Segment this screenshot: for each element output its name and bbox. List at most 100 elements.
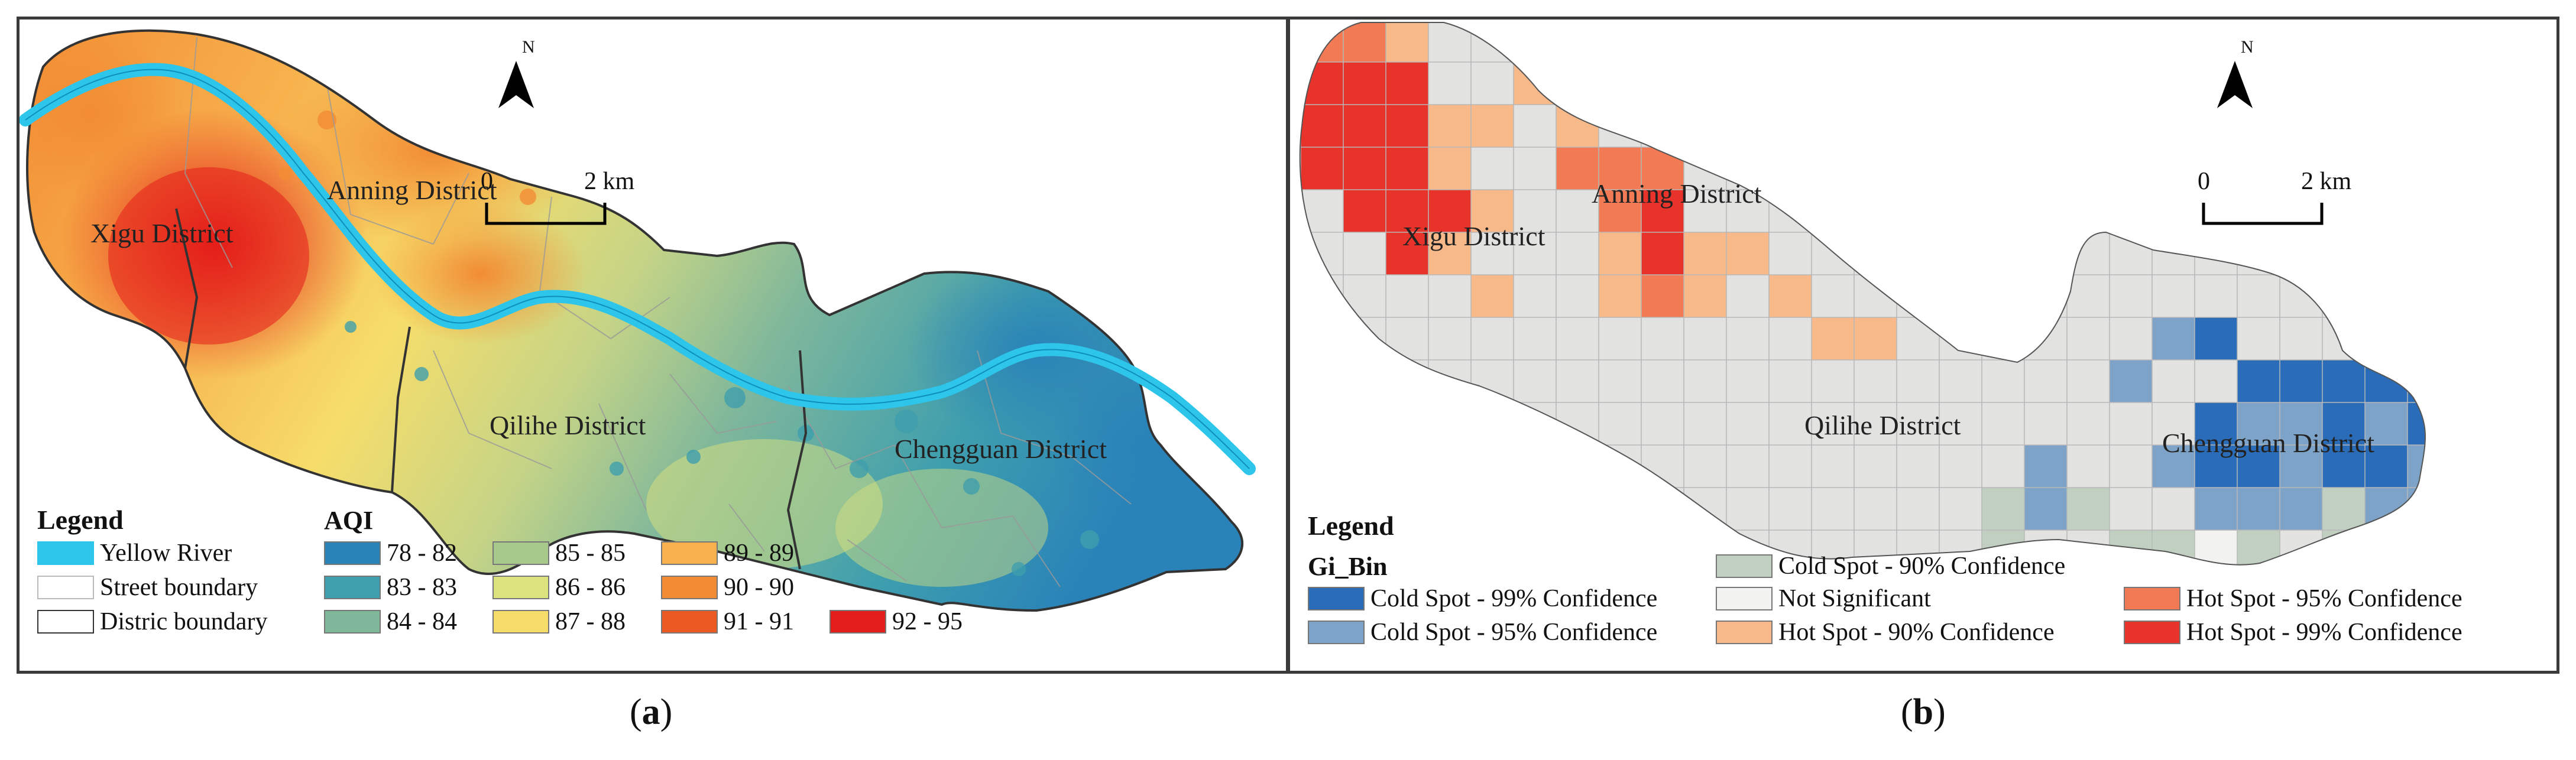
river-swatch xyxy=(37,541,94,565)
legend-swatch xyxy=(661,610,718,634)
caption-b: (b) xyxy=(1901,692,1946,732)
grid-cell xyxy=(1514,62,1556,105)
aqi-class-item: 85 - 85 xyxy=(492,538,626,568)
legend-swatch xyxy=(324,610,381,634)
grid-cell xyxy=(2450,445,2493,488)
legend-swatch xyxy=(492,541,549,565)
legend-title: Legend xyxy=(1308,511,1394,541)
legend-label: Cold Spot - 95% Confidence xyxy=(1370,619,1658,646)
caption-b-letter: b xyxy=(1913,692,1934,732)
grid-cell xyxy=(1556,147,1599,190)
grid-cell xyxy=(2407,445,2426,488)
grid-cell xyxy=(2322,445,2365,488)
grid-cell xyxy=(1343,147,1386,190)
grid-cell xyxy=(1641,190,1684,232)
legend-label: Distric boundary xyxy=(100,608,268,635)
grid-cell xyxy=(2493,530,2535,573)
aqi-map xyxy=(20,29,1256,612)
hotspot-map xyxy=(1299,22,2535,573)
legend-swatch xyxy=(2124,621,2180,644)
grid-cell xyxy=(1343,105,1386,147)
legend-title: Legend xyxy=(37,505,124,535)
legend-field-label: Gi_Bin xyxy=(1308,552,1388,581)
legend-label: Hot Spot - 99% Confidence xyxy=(2186,619,2462,646)
street-boundary-swatch xyxy=(37,576,94,599)
grid-cell xyxy=(2365,402,2407,445)
aqi-class-item: 87 - 88 xyxy=(492,607,626,636)
grid-cell xyxy=(2110,360,2152,402)
grid-cell xyxy=(2237,445,2280,488)
legend-item-district-boundary: Distric boundary xyxy=(37,607,267,636)
grid-cell xyxy=(2280,402,2322,445)
grid-cell xyxy=(1982,488,2024,530)
legend-swatch xyxy=(661,576,718,599)
grid-cell xyxy=(1599,147,1641,190)
grid-cell xyxy=(1769,275,1812,317)
legend-swatch xyxy=(1308,621,1365,644)
map-panel-b: N 0 2 km Xigu District Anning District Q… xyxy=(1287,17,2559,674)
north-label: N xyxy=(522,37,535,57)
aqi-class-item: 78 - 82 xyxy=(324,538,457,568)
legend-swatch xyxy=(492,610,549,634)
north-arrow-icon xyxy=(2217,61,2253,108)
district-boundary-line xyxy=(175,208,199,369)
grid-cell xyxy=(2237,530,2280,565)
district-label-chengguan: Chengguan District xyxy=(895,434,1107,464)
grid-cell xyxy=(1471,105,1514,147)
legend-swatch xyxy=(829,610,886,634)
aqi-class-item: 92 - 95 xyxy=(829,607,963,636)
scale-bar xyxy=(485,203,607,225)
gi-class-item: Hot Spot - 90% Confidence xyxy=(1716,618,2055,647)
grid-cell xyxy=(2322,360,2365,402)
grid-cell xyxy=(2195,402,2237,445)
grid-cell xyxy=(2280,445,2322,488)
gi-class-item: Hot Spot - 95% Confidence xyxy=(2124,584,2462,613)
study-area-outline xyxy=(1299,22,2426,566)
north-label: N xyxy=(2241,37,2254,57)
aqi-class-item: 86 - 86 xyxy=(492,573,626,602)
legend-label: 90 - 90 xyxy=(724,574,794,601)
grid-cell xyxy=(2450,488,2493,530)
gi-class-item: Cold Spot - 90% Confidence xyxy=(1716,551,2065,581)
legend-swatch xyxy=(1716,587,1773,610)
grid-cell xyxy=(1599,275,1641,317)
legend-label: 84 - 84 xyxy=(387,608,457,635)
aqi-class-item: 89 - 89 xyxy=(661,538,794,568)
district-boundary-line xyxy=(391,326,411,493)
district-label-chengguan: Chengguan District xyxy=(2162,428,2374,458)
legend-label: Not Significant xyxy=(1778,585,1931,612)
caption-a: (a) xyxy=(630,692,673,732)
aqi-legend-title: AQI xyxy=(324,506,374,535)
district-label-xigu: Xigu District xyxy=(1402,221,1545,251)
legend-label: Cold Spot - 90% Confidence xyxy=(1778,553,2066,580)
grid-cell xyxy=(1386,232,1428,275)
grid-cell xyxy=(2280,488,2322,530)
legend-swatch xyxy=(661,541,718,565)
legend-swatch xyxy=(1716,621,1773,644)
grid-cell xyxy=(2450,402,2493,445)
map-panel-a: N 0 2 km Xigu District Anning District Q… xyxy=(17,17,1289,674)
caption-a-letter: a xyxy=(641,692,660,732)
grid-cell xyxy=(1386,190,1428,232)
gi-class-item: Hot Spot - 99% Confidence xyxy=(2124,618,2462,647)
grid-cell xyxy=(1386,62,1428,105)
grid-cell xyxy=(2407,402,2426,445)
grid-cell xyxy=(2152,445,2195,488)
legend-swatch xyxy=(1308,587,1365,610)
grid-cell xyxy=(1599,232,1641,275)
gi-class-item: Cold Spot - 99% Confidence xyxy=(1308,584,1657,613)
aqi-class-item: 83 - 83 xyxy=(324,573,457,602)
grid-cell xyxy=(1684,232,1726,275)
grid-cell xyxy=(1428,232,1471,275)
grid-cell xyxy=(2450,530,2493,573)
scale-zero-label: 0 xyxy=(481,168,493,195)
scale-end-label: 2 km xyxy=(584,168,635,195)
legend-swatch xyxy=(2124,587,2180,610)
scale-zero-label: 0 xyxy=(2198,168,2210,195)
legend-label: 87 - 88 xyxy=(555,608,626,635)
grid-cell xyxy=(1428,105,1471,147)
grid-cell xyxy=(1386,22,1428,62)
grid-cell xyxy=(1301,22,1343,62)
grid-cell xyxy=(1471,190,1514,232)
legend-label: 91 - 91 xyxy=(724,608,794,635)
